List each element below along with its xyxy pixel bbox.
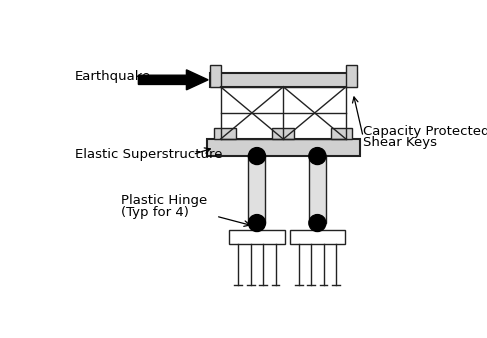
Bar: [272, 128, 294, 139]
Bar: [214, 128, 236, 139]
Bar: [309, 156, 326, 223]
Bar: [210, 65, 221, 87]
Bar: [248, 156, 265, 223]
Bar: [331, 128, 352, 139]
Text: (Typ for 4): (Typ for 4): [121, 206, 189, 219]
Bar: [289, 230, 345, 244]
Circle shape: [248, 148, 265, 165]
Text: Shear Keys: Shear Keys: [363, 137, 437, 149]
Polygon shape: [138, 70, 208, 90]
Text: Earthquake: Earthquake: [75, 70, 151, 83]
Circle shape: [248, 215, 265, 232]
Bar: [346, 65, 357, 87]
Text: Capacity Protected: Capacity Protected: [363, 125, 487, 138]
Text: Elastic Superstructure: Elastic Superstructure: [75, 148, 223, 161]
Circle shape: [309, 148, 326, 165]
Bar: [229, 230, 285, 244]
Circle shape: [309, 215, 326, 232]
Text: Plastic Hinge: Plastic Hinge: [121, 194, 207, 207]
Bar: [210, 73, 357, 87]
Bar: [206, 139, 360, 156]
